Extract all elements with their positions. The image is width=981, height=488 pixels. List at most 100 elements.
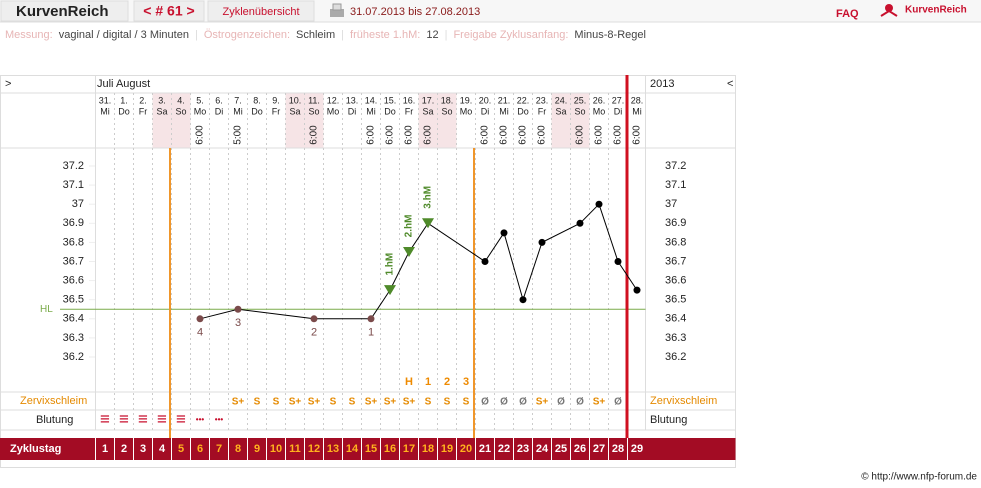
cycle-day: 15 (365, 443, 377, 455)
date: 10. (289, 95, 302, 105)
bleeding-symbol: ≡ (138, 409, 148, 428)
measure-time: 6:00 (632, 125, 643, 145)
y-tick-label-right: 37.1 (665, 179, 686, 191)
measure-time: 5:00 (233, 125, 244, 145)
y-tick-label-right: 37 (665, 198, 677, 210)
peak-label: H (405, 376, 413, 388)
measure-time: 6:00 (594, 125, 605, 145)
weekday: Mi (366, 106, 376, 116)
mucus-symbol: Ø (500, 397, 508, 408)
weekend-shade (152, 93, 172, 148)
y-tick-label-right: 36.2 (665, 351, 686, 363)
info-label: Messung: (5, 29, 53, 41)
weekend-shade (418, 93, 438, 148)
mucus-symbol: S+ (536, 397, 549, 408)
weekday: Mo (460, 106, 473, 116)
date: 7. (234, 95, 242, 105)
y-tick-label: 37 (72, 198, 84, 210)
weekday: Mi (233, 106, 243, 116)
low-point (196, 315, 204, 323)
weekday: Fr (139, 106, 148, 116)
date: 5. (196, 95, 204, 105)
y-tick-label: 36.7 (63, 255, 84, 267)
bleeding-symbol: ≡ (119, 409, 129, 428)
nav-prev[interactable]: > (5, 78, 11, 90)
weekday: Fr (272, 106, 281, 116)
temperature-point (538, 238, 546, 246)
brand[interactable]: KurvenReich (16, 3, 109, 20)
y-tick-label-right: 36.3 (665, 332, 686, 344)
mucus-symbol: S+ (403, 397, 416, 408)
measure-time: 6:00 (613, 125, 624, 145)
weekend-shade (304, 93, 324, 148)
date: 27. (612, 95, 625, 105)
bleeding-symbol: ••• (215, 415, 224, 424)
print-icon[interactable] (330, 3, 344, 17)
weekday: Mo (593, 106, 606, 116)
weekday: Di (614, 106, 623, 116)
date: 18. (441, 95, 454, 105)
footer: © http://www.nfp-forum.de (861, 472, 977, 483)
date-range: 31.07.2013 bis 27.08.2013 (350, 6, 480, 18)
cycle-day: 23 (517, 443, 529, 455)
low-point (310, 315, 318, 323)
mucus-symbol: Ø (614, 397, 622, 408)
cycle-day: 21 (479, 443, 491, 455)
cycle-chart: > Juli August 2013 <31.Mi≡1.Do≡2.Fr≡3.Sa≡4.… (0, 75, 736, 468)
date: 31. (99, 95, 112, 105)
y-tick-label-right: 36.7 (665, 255, 686, 267)
y-tick-label-right: 36.8 (665, 236, 686, 248)
bleeding-row-label-right: Blutung (650, 414, 687, 426)
cycle-nav[interactable]: < # 61 > (143, 3, 194, 19)
mucus-symbol: S (425, 397, 432, 408)
y-tick-label: 36.4 (63, 313, 84, 325)
mucus-symbol: Ø (481, 397, 489, 408)
cycle-day: 8 (235, 443, 241, 455)
cycle-day: 2 (121, 443, 127, 455)
date: 23. (536, 95, 549, 105)
weekday: So (308, 106, 319, 116)
cycle-day: 26 (574, 443, 586, 455)
info-label: Freigabe Zyklusanfang: (453, 29, 569, 41)
high-point (384, 285, 396, 296)
measure-time: 6:00 (404, 125, 415, 145)
mucus-symbol: Ø (557, 397, 565, 408)
separator: | (341, 29, 345, 41)
overview-link[interactable]: Zyklenübersicht (222, 6, 299, 18)
info-value: Minus-8-Regel (574, 29, 646, 41)
weekday: So (175, 106, 186, 116)
y-tick-label: 37.1 (63, 179, 84, 191)
bleeding-symbol: ≡ (157, 409, 167, 428)
hl-label: HL (40, 304, 53, 315)
mucus-symbol: S (330, 397, 337, 408)
weekday: Do (517, 106, 529, 116)
cycle-day: 9 (254, 443, 260, 455)
faq-link[interactable]: FAQ (836, 8, 859, 20)
date: 28. (631, 95, 644, 105)
cycle-day: 16 (384, 443, 396, 455)
low-label: 3 (235, 317, 241, 329)
weekend-shade (285, 93, 305, 148)
mucus-symbol: Ø (576, 397, 584, 408)
y-tick-label: 36.2 (63, 351, 84, 363)
weekday: So (574, 106, 585, 116)
cycle-day: 24 (536, 443, 549, 455)
mucus-symbol: S (273, 397, 280, 408)
mucus-symbol: S (463, 397, 470, 408)
weekday: Mo (194, 106, 207, 116)
date: 22. (517, 95, 530, 105)
y-tick-label: 36.3 (63, 332, 84, 344)
logo[interactable]: KurvenReich (905, 5, 967, 16)
weekend-shade (551, 93, 571, 148)
date: 20. (479, 95, 492, 105)
mucus-symbol: S (254, 397, 261, 408)
date: 11. (308, 95, 320, 105)
cycle-day: 5 (178, 443, 184, 455)
weekday: Fr (405, 106, 414, 116)
weekday: Di (215, 106, 224, 116)
mucus-symbol: S+ (593, 397, 606, 408)
y-tick-label: 36.8 (63, 236, 84, 248)
mucus-row-label: Zervixschleim (20, 395, 87, 407)
temperature-point (614, 258, 622, 265)
high-point (422, 218, 434, 229)
